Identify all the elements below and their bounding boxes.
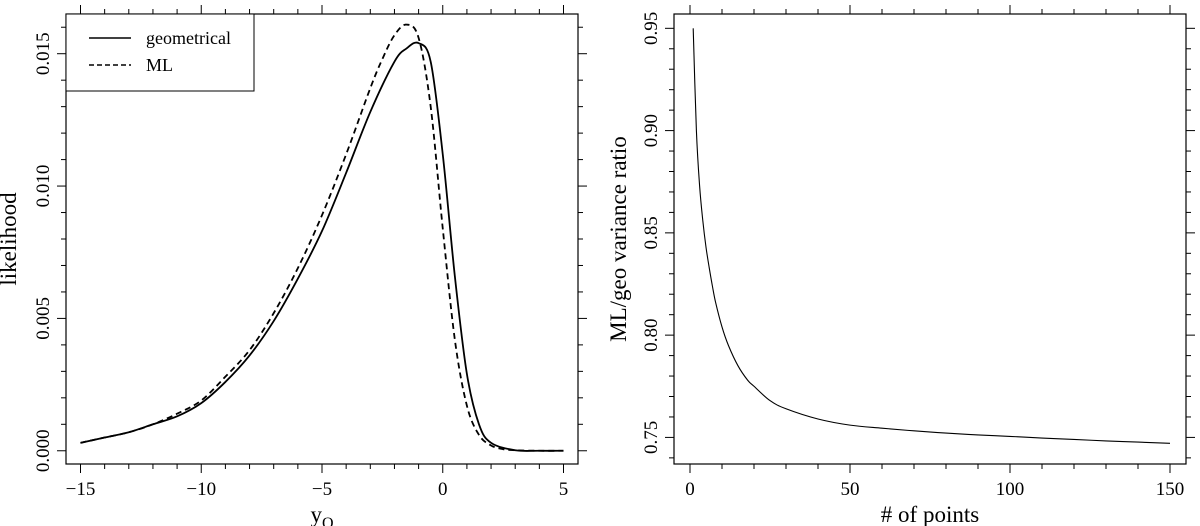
x-tick-label: 0: [685, 479, 695, 500]
legend-box: [65, 13, 255, 92]
y-tick-label: 0.90: [641, 114, 662, 147]
x-tick-label: −15: [66, 479, 96, 500]
y-tick-label: 0.005: [33, 297, 54, 340]
x-axis-label-text: y: [310, 502, 322, 526]
x-tick-label: 50: [841, 479, 860, 500]
x-tick-label: 150: [1156, 479, 1185, 500]
x-tick-label: −10: [186, 479, 216, 500]
y-tick-label: 0.000: [33, 429, 54, 472]
x-axis-label: # of points: [881, 502, 979, 526]
variance-ratio-plot: 0 50 100 150 0.75 0.80 0.85 0.90 0.95 # of points…: [606, 5, 1195, 526]
y-tick-label: 0.010: [33, 165, 54, 208]
plot-frame: [673, 13, 1187, 465]
y-tick-label: 0.80: [641, 319, 662, 352]
y-tick-label: 0.95: [641, 12, 662, 45]
y-axis-label: likelihood: [0, 192, 21, 286]
series-line-geometrical: [80, 41, 564, 452]
y-tick-label: 0.015: [33, 32, 54, 75]
x-tick-label: 5: [559, 479, 569, 500]
x-tick-label: −5: [312, 479, 332, 500]
legend-label-ml: ML: [146, 55, 173, 75]
series-line-ml: [80, 23, 564, 452]
x-axis-label-text: # of points: [881, 502, 979, 526]
series-line-0: [692, 28, 1171, 444]
y-tick-label: 0.75: [641, 421, 662, 454]
x-tick-label: 100: [996, 479, 1025, 500]
likelihood-plot: −15 −10 −5 0 50.0000.0050.0100.015yQlikeliho…: [0, 5, 587, 526]
x-axis-label-subscript: Q: [322, 515, 334, 526]
x-axis-label: yQ: [310, 502, 334, 526]
legend-label-geometrical: geometrical: [146, 28, 231, 48]
y-axis-label: ML/geo variance ratio: [606, 136, 631, 342]
legend: geometrical ML: [65, 13, 255, 92]
x-tick-label: 0: [438, 479, 448, 500]
y-tick-label: 0.85: [641, 216, 662, 249]
